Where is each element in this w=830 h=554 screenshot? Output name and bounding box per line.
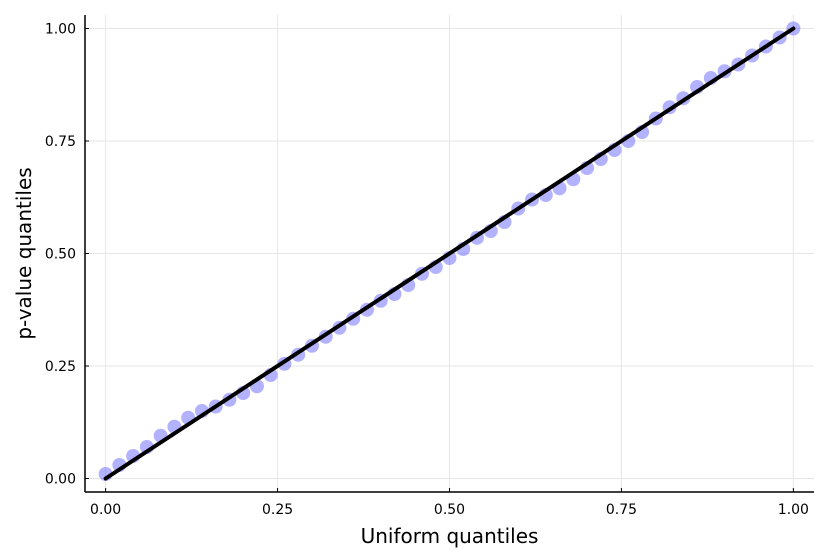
x-axis-label: Uniform quantiles (361, 524, 539, 548)
y-tick-label: 0.25 (45, 359, 76, 375)
y-tick-label: 1.00 (45, 22, 76, 38)
y-axis-label: p-value quantiles (12, 167, 36, 339)
y-tick-label: 0.75 (45, 134, 76, 150)
x-tick-label: 0.75 (606, 502, 637, 518)
y-tick-label: 0.50 (45, 247, 76, 263)
x-tick-label: 1.00 (778, 502, 809, 518)
x-tick-label: 0.00 (90, 502, 121, 518)
x-tick-label: 0.25 (262, 502, 293, 518)
x-tick-label: 0.50 (434, 502, 465, 518)
y-tick-label: 0.00 (45, 472, 76, 488)
